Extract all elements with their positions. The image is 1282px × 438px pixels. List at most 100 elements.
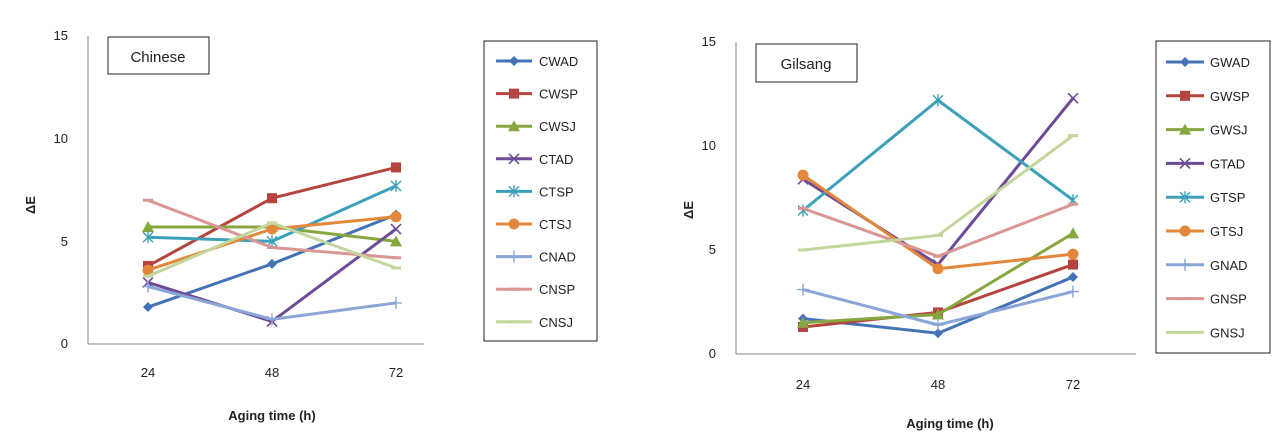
legend-marker: [1179, 258, 1191, 271]
data-point-ctsj: [266, 223, 278, 235]
legend-marker: [1179, 157, 1191, 169]
series-line-gnsp: [802, 202, 1074, 258]
data-point-gtsj: [932, 263, 944, 275]
panel-title-box: [107, 36, 210, 75]
legend-label: CNSJ: [539, 315, 573, 330]
y-tick-label: 10: [702, 138, 716, 153]
legend-marker: [508, 218, 520, 230]
legend-label: CWSJ: [539, 119, 576, 134]
legend-entries: GWAD GWSP GWSJ GTAD GTSP GTSJ GNAD GNSP GNSJ: [1166, 55, 1250, 340]
data-point-gwad: [1068, 272, 1078, 283]
legend-entry-gnsj: GNSJ: [1166, 325, 1245, 340]
legend-marker: [1180, 90, 1190, 101]
legend-label: GTSP: [1210, 190, 1245, 205]
x-tick-label: 72: [389, 365, 403, 380]
legend-entry-gwad: GWAD: [1166, 55, 1250, 70]
x-axis-title: Aging time (h): [906, 416, 993, 431]
legend-label: GNSP: [1210, 292, 1247, 307]
legend-entry-ctad: CTAD: [496, 152, 573, 167]
data-point-ctsp: [390, 179, 402, 192]
data-point-ctsj: [390, 211, 402, 223]
legend-entry-gwsp: GWSP: [1166, 89, 1250, 104]
legend-label: GWSJ: [1210, 123, 1248, 138]
legend-entry-cwsj: CWSJ: [496, 119, 576, 134]
y-tick-labels: 0 5 10 15: [702, 34, 716, 361]
y-tick-label: 5: [709, 242, 716, 257]
series-line-gtsp: [802, 98, 1074, 212]
data-point-cwsj: [142, 220, 154, 232]
panel-title: Chinese: [130, 49, 185, 66]
legend-label: GTAD: [1210, 156, 1245, 171]
legend-entry-gtsj: GTSJ: [1166, 224, 1243, 239]
data-point-gwsp: [1068, 259, 1078, 270]
legend-entry-cwsp: CWSP: [496, 87, 578, 102]
legend-entries: CWAD CWSP CWSJ CTAD CTSP CTSJ CNAD CNSP CNSJ: [496, 54, 578, 330]
legend-entry-gnsp: GNSP: [1166, 292, 1247, 307]
chart-chinese: 0 5 10 15 24 48 72 Aging time (h) ΔE Chi…: [23, 28, 598, 423]
series-line-gtad: [802, 97, 1075, 267]
data-point-gwsj: [1067, 227, 1079, 239]
data-point-gnad: [797, 283, 809, 296]
y-tick-labels: 0 5 10 15: [54, 28, 68, 351]
y-tick-label: 15: [702, 34, 716, 49]
legend-label: CTSP: [539, 184, 574, 199]
y-axis-title: ΔE: [681, 201, 696, 219]
legend-label: CNAD: [539, 250, 576, 265]
data-point-gnad: [932, 318, 944, 331]
y-tick-label: 15: [54, 28, 68, 43]
legend-label: CWAD: [539, 54, 578, 69]
series-line-cwsp: [147, 165, 397, 268]
legend-marker: [1179, 123, 1191, 135]
legend-label: GNAD: [1210, 258, 1248, 273]
legend-entry-cnad: CNAD: [496, 250, 576, 265]
y-tick-label: 0: [709, 346, 716, 361]
data-point-ctsj: [142, 264, 154, 276]
legend-entry-cwad: CWAD: [496, 54, 578, 69]
legend-label: GNSJ: [1210, 325, 1245, 340]
data-point-gwsj: [797, 316, 809, 328]
legend-label: CTSJ: [539, 217, 572, 232]
data-point-cwsp: [391, 162, 401, 173]
legend-marker: [1179, 191, 1191, 204]
y-axis-title: ΔE: [23, 196, 38, 214]
legend-marker: [508, 120, 520, 132]
legend-label: CWSP: [539, 87, 578, 102]
data-point-gnad: [1067, 285, 1079, 298]
chart-gilsang: 0 5 10 15 24 48 72 Aging time (h) ΔE Gil…: [681, 34, 1271, 431]
legend-marker: [1179, 225, 1191, 237]
legend-label: GTSJ: [1210, 224, 1243, 239]
data-point-cnad: [266, 313, 278, 326]
legend-label: GWSP: [1210, 89, 1250, 104]
legend-label: CNSP: [539, 282, 575, 297]
legend-marker: [508, 250, 520, 263]
legend-label: GWAD: [1210, 55, 1250, 70]
legend-entry-ctsj: CTSJ: [496, 217, 572, 232]
data-point-cnad: [390, 296, 402, 309]
x-tick-label: 48: [265, 365, 279, 380]
data-point-gwsj: [932, 308, 944, 320]
legend-entry-cnsp: CNSP: [496, 282, 575, 297]
y-tick-label: 5: [61, 234, 68, 249]
x-tick-labels: 24 48 72: [796, 377, 1080, 392]
data-point-ctad: [390, 223, 402, 235]
x-tick-label: 48: [931, 377, 945, 392]
panel-title: Gilsang: [781, 56, 832, 73]
x-tick-label: 24: [796, 377, 810, 392]
data-point-ctsp: [142, 231, 154, 244]
legend-entry-gwsj: GWSJ: [1166, 123, 1248, 138]
y-tick-label: 10: [54, 131, 68, 146]
data-point-gtsp: [932, 94, 944, 107]
legend-marker: [508, 153, 520, 165]
series-line-gnsj: [802, 134, 1074, 252]
legend: [483, 40, 598, 342]
data-point-cnad: [142, 280, 154, 293]
legend-marker: [509, 56, 519, 66]
data-point-cwad: [143, 302, 153, 313]
legend-entry-ctsp: CTSP: [496, 184, 574, 199]
data-point-gtsj: [797, 169, 809, 181]
legend-entry-gtad: GTAD: [1166, 156, 1245, 171]
panel-title-box: [755, 43, 858, 83]
data-point-cwsj: [390, 235, 402, 247]
legend-label: CTAD: [539, 152, 573, 167]
series-layer: [797, 92, 1079, 339]
